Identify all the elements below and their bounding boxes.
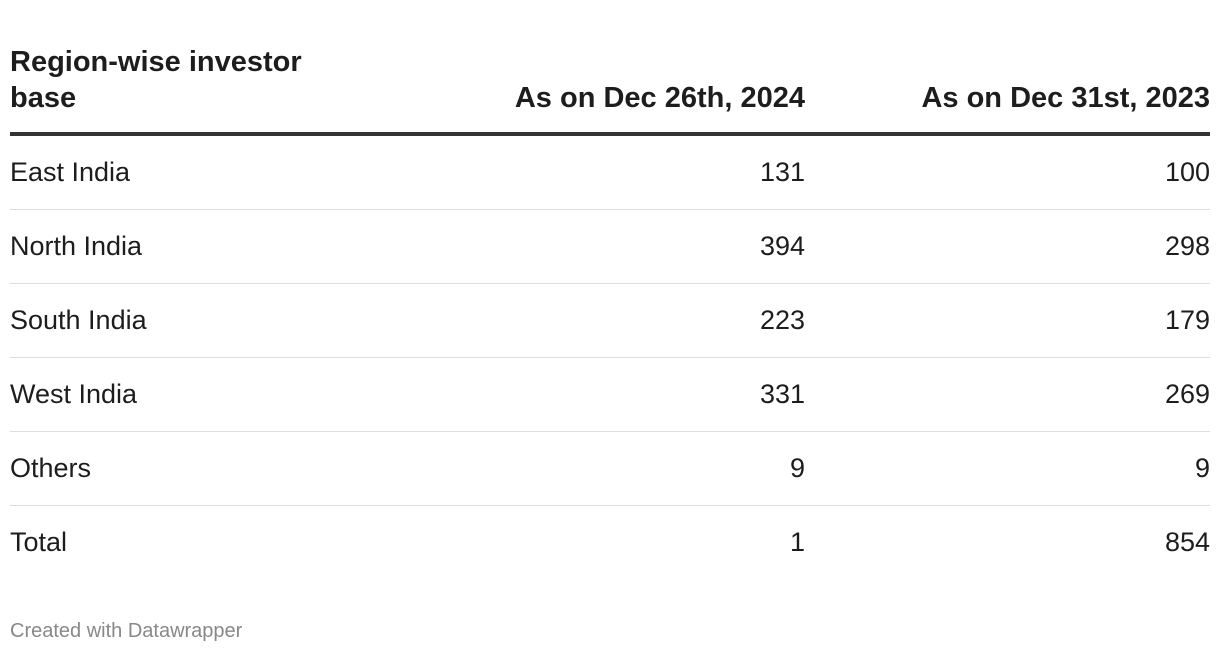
cell-value-2024: 394 — [405, 209, 805, 284]
table-row: West India 331 269 — [10, 357, 1210, 432]
header-dec-2023: As on Dec 31st, 2023 — [805, 44, 1210, 136]
cell-value-2024: 1 — [789, 527, 805, 557]
cell-region: South India — [10, 283, 405, 358]
table-row: South India 223 179 — [10, 283, 1210, 358]
datawrapper-credit: Created with Datawrapper — [10, 620, 243, 642]
table-row: East India 131 100 — [10, 134, 1210, 210]
cell-value-2024: 331 — [405, 357, 805, 432]
header-dec-2024: As on Dec 26th, 2024 — [405, 44, 805, 136]
cell-region: North India — [10, 209, 405, 284]
cell-region: East India — [10, 134, 405, 210]
cell-value-2024: 131 — [405, 134, 805, 210]
investor-base-table: Region-wise investor base As on Dec 26th… — [10, 44, 1210, 579]
cell-value-2023: 179 — [805, 283, 1210, 358]
cell-value-2024: 9 — [405, 431, 805, 506]
cell-value-2023: 269 — [805, 357, 1210, 432]
cell-value-2023: 854 — [1164, 527, 1210, 557]
table-row: Others 9 9 — [10, 431, 1210, 506]
data-table-container: Region-wise investor base As on Dec 26th… — [10, 44, 1210, 579]
cell-region: Total — [10, 527, 68, 557]
table-row: North India 394 298 — [10, 209, 1210, 284]
cell-value-2023: 100 — [805, 134, 1210, 210]
cell-value-2024: 223 — [405, 283, 805, 358]
header-region: Region-wise investor base — [10, 44, 405, 136]
table-row: Total 1 854 — [10, 506, 1210, 580]
cell-value-2023: 298 — [805, 209, 1210, 284]
cell-region: Others — [10, 431, 405, 506]
cell-value-2023: 9 — [805, 431, 1210, 506]
table-header-row: Region-wise investor base As on Dec 26th… — [10, 44, 1210, 136]
cell-region: West India — [10, 357, 405, 432]
